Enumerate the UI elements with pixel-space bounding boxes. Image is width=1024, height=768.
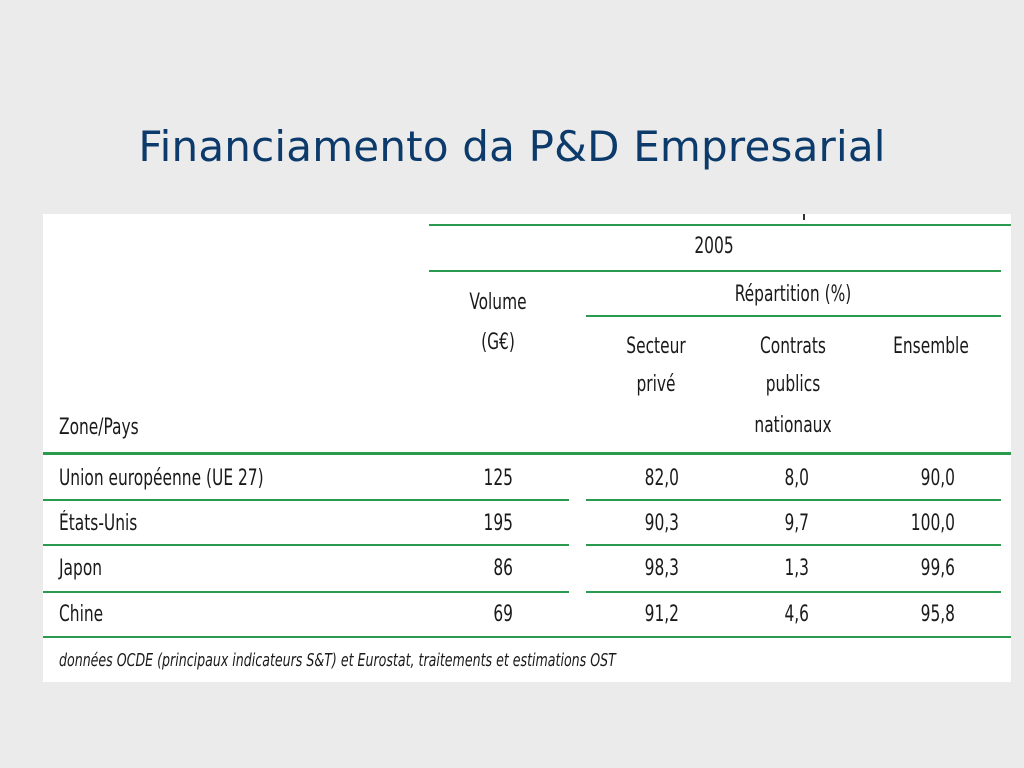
divider-header-bottom — [43, 452, 1011, 455]
row-contrats: 4,6 — [784, 602, 809, 627]
row-contrats: 1,3 — [784, 556, 809, 581]
header-secteur-line2: privé — [636, 372, 676, 397]
row-secteur: 82,0 — [644, 466, 679, 491]
row-volume: 125 — [483, 466, 513, 491]
header-repartition: Répartition (%) — [734, 282, 852, 307]
row-divider-left — [43, 591, 569, 593]
row-ensemble: 90,0 — [920, 466, 955, 491]
row-secteur: 90,3 — [644, 511, 679, 536]
row-zone: Union européenne (UE 27) — [59, 466, 264, 491]
row-divider-left — [43, 544, 569, 546]
row-contrats: 9,7 — [784, 511, 809, 536]
row-divider-right — [586, 499, 1001, 501]
row-volume: 195 — [483, 511, 513, 536]
header-volume-line1: Volume — [469, 290, 527, 315]
row-ensemble: 99,6 — [920, 556, 955, 581]
row-zone: États-Unis — [59, 511, 138, 536]
row-volume: 69 — [493, 602, 513, 627]
rd-financing-table: 2005 Répartition (%) Volume (G€) Secteur… — [43, 214, 1011, 682]
row-zone: Japon — [59, 556, 103, 581]
header-contrats-line1: Contrats — [760, 334, 826, 359]
divider-under-repartition — [586, 315, 1001, 317]
row-secteur: 98,3 — [644, 556, 679, 581]
header-zone: Zone/Pays — [59, 415, 139, 440]
row-contrats: 8,0 — [784, 466, 809, 491]
header-year: 2005 — [694, 234, 734, 259]
source-note: données OCDE (principaux indicateurs S&T… — [59, 650, 616, 671]
row-volume: 86 — [493, 556, 513, 581]
header-secteur-line1: Secteur — [626, 334, 686, 359]
row-ensemble: 95,8 — [920, 602, 955, 627]
row-zone: Chine — [59, 602, 104, 627]
row-ensemble: 100,0 — [910, 511, 955, 536]
divider-under-year — [429, 270, 1001, 272]
row-divider-left — [43, 499, 569, 501]
header-contrats-line2: publics — [765, 372, 821, 397]
divider-top — [429, 224, 1011, 226]
header-volume-line2: (G€) — [481, 330, 515, 355]
top-tick-mark — [803, 214, 805, 220]
row-secteur: 91,2 — [644, 602, 679, 627]
slide-title: Financiamento da P&D Empresarial — [138, 122, 886, 171]
row-divider-right — [586, 544, 1001, 546]
header-contrats-line3: nationaux — [754, 413, 832, 438]
header-ensemble: Ensemble — [893, 334, 969, 359]
row-divider-right — [586, 591, 1001, 593]
divider-table-bottom — [43, 636, 1011, 638]
